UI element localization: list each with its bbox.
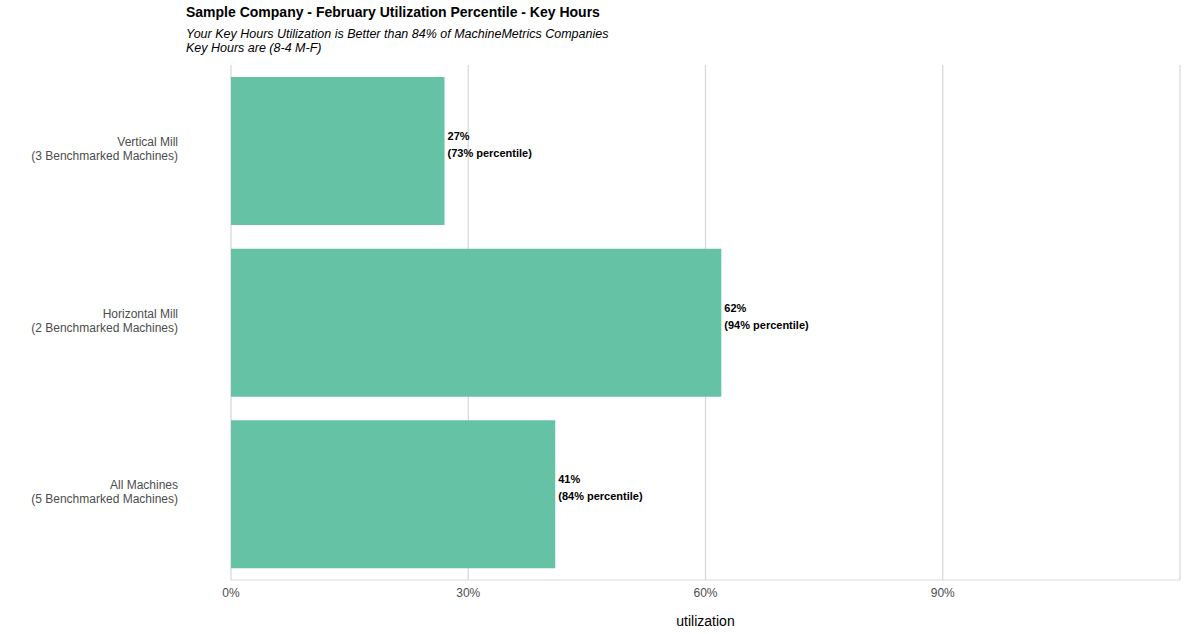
svg-text:60%: 60% [693, 586, 717, 600]
svg-text:27%: 27% [448, 130, 470, 142]
svg-text:Horizontal Mill: Horizontal Mill [103, 307, 178, 321]
svg-text:(5 Benchmarked Machines): (5 Benchmarked Machines) [31, 492, 178, 506]
svg-text:0%: 0% [222, 586, 240, 600]
svg-text:(94% percentile): (94% percentile) [724, 319, 809, 331]
svg-text:30%: 30% [456, 586, 480, 600]
svg-text:(73% percentile): (73% percentile) [448, 147, 533, 159]
svg-text:All Machines: All Machines [110, 478, 178, 492]
html-text:Key Hours are (8-4 M-F): Key Hours are (8-4 M-F) [186, 41, 322, 55]
svg-text:utilization: utilization [676, 613, 734, 629]
svg-text:(3 Benchmarked Machines): (3 Benchmarked Machines) [31, 149, 178, 163]
svg-text:41%: 41% [558, 473, 580, 485]
svg-text:62%: 62% [724, 302, 746, 314]
svg-text:90%: 90% [931, 586, 955, 600]
svg-text:Vertical Mill: Vertical Mill [117, 135, 178, 149]
html-text:Your Key Hours Utilization is: Your Key Hours Utilization is Better tha… [186, 27, 609, 41]
svg-text:(84% percentile): (84% percentile) [558, 490, 643, 502]
svg-text:(2 Benchmarked Machines): (2 Benchmarked Machines) [31, 321, 178, 335]
html-text:Sample Company - February Util: Sample Company - February Utilization Pe… [186, 4, 600, 20]
